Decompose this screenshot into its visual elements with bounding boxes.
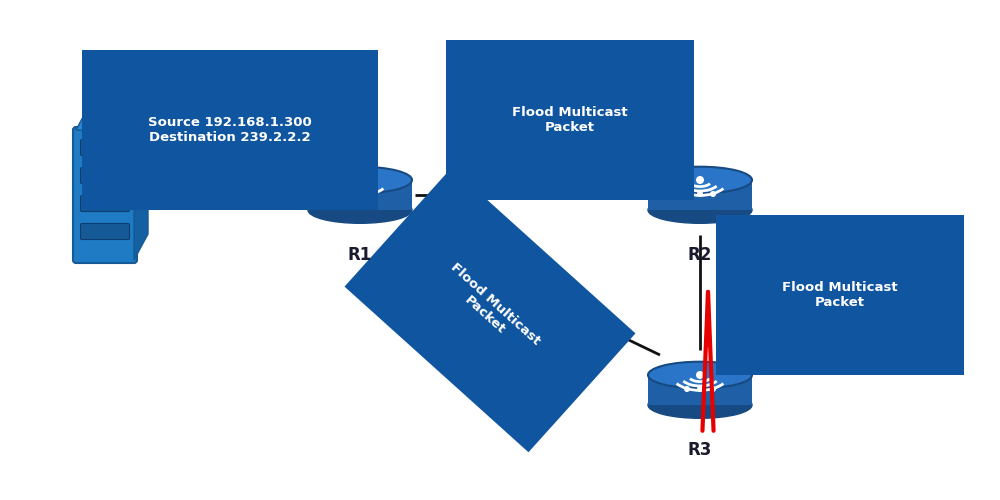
Ellipse shape [648, 166, 752, 194]
Text: R3: R3 [688, 441, 712, 459]
Ellipse shape [308, 166, 412, 194]
Polygon shape [76, 104, 148, 130]
Text: R1: R1 [348, 246, 372, 264]
Circle shape [710, 386, 716, 392]
FancyBboxPatch shape [80, 196, 130, 212]
FancyBboxPatch shape [80, 224, 130, 240]
FancyBboxPatch shape [80, 168, 130, 184]
Ellipse shape [648, 392, 752, 418]
Text: Source 192.168.1.300
Destination 239.2.2.2: Source 192.168.1.300 Destination 239.2.2… [148, 116, 312, 144]
Text: Flood Multicast
Packet: Flood Multicast Packet [512, 106, 628, 134]
Polygon shape [648, 375, 752, 405]
Circle shape [696, 371, 704, 379]
Circle shape [696, 176, 704, 184]
Text: R2: R2 [688, 246, 712, 264]
Text: Flood Multicast
Packet: Flood Multicast Packet [782, 281, 898, 309]
Polygon shape [648, 180, 752, 210]
Ellipse shape [648, 196, 752, 224]
Text: Flood Multicast
Packet: Flood Multicast Packet [438, 261, 542, 359]
Polygon shape [308, 180, 412, 210]
Circle shape [356, 176, 364, 184]
FancyBboxPatch shape [73, 127, 137, 263]
Circle shape [684, 191, 690, 197]
Circle shape [370, 191, 376, 197]
Polygon shape [134, 104, 148, 260]
Circle shape [357, 191, 363, 197]
Ellipse shape [648, 362, 752, 388]
Ellipse shape [308, 196, 412, 224]
Circle shape [697, 191, 703, 197]
Circle shape [710, 191, 716, 197]
Circle shape [684, 386, 690, 392]
Circle shape [344, 191, 350, 197]
Circle shape [697, 386, 703, 392]
FancyBboxPatch shape [80, 140, 130, 156]
